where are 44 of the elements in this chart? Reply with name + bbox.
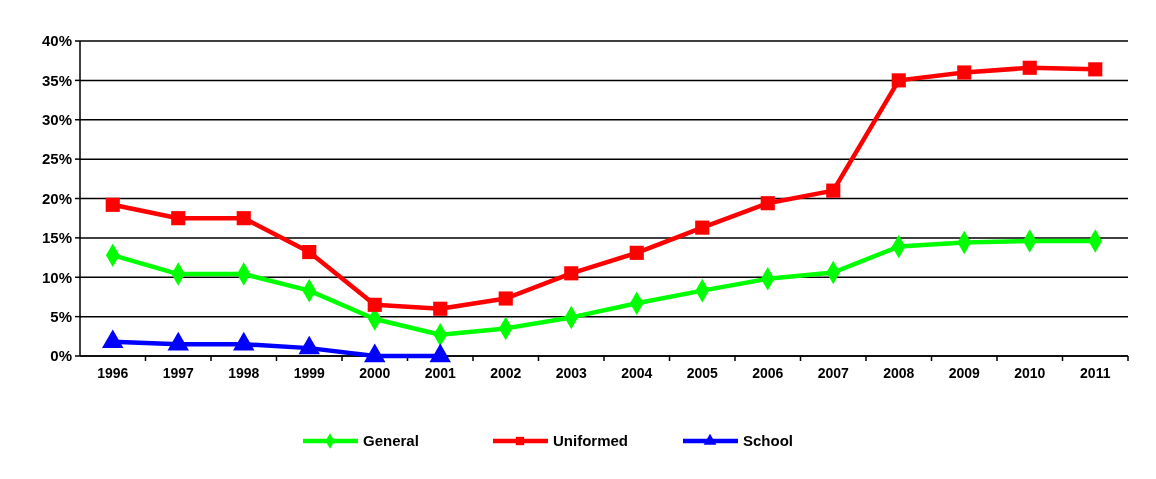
x-tick-label: 2009 [948, 365, 981, 381]
legend-label: General [363, 432, 419, 450]
point [695, 220, 710, 235]
y-tick-label: 30% [41, 111, 72, 128]
x-tick-label: 2005 [686, 365, 719, 381]
y-tick-label: 35% [41, 71, 72, 89]
point [302, 244, 317, 260]
y-tick-label: 40% [41, 32, 72, 50]
x-tick-label: 2002 [490, 365, 522, 381]
point [433, 301, 448, 316]
x-tick-label: 2008 [883, 365, 915, 381]
x-tick-label: 1997 [162, 365, 195, 381]
x-tick-label: 1996 [97, 365, 129, 381]
x-tick-label: 1998 [228, 365, 260, 381]
point [498, 291, 513, 306]
point [236, 211, 251, 226]
point [760, 196, 775, 211]
point [1088, 62, 1103, 77]
x-tick-label: 2001 [424, 365, 457, 381]
y-tick-label: 10% [41, 268, 72, 286]
point [1022, 60, 1037, 75]
x-tick-label: 2007 [817, 365, 850, 381]
y-tick-label: 15% [41, 229, 72, 247]
legend-label: Uniformed [553, 432, 628, 450]
y-tick-label: 5% [50, 307, 72, 325]
point [957, 65, 972, 80]
legend-label: School [743, 432, 794, 450]
x-tick-label: 2000 [359, 365, 391, 381]
y-tick-label: 20% [41, 189, 72, 207]
point [367, 297, 382, 312]
point [826, 183, 841, 198]
x-tick-label: 2004 [621, 365, 653, 381]
x-tick-label: 1999 [293, 365, 326, 381]
x-tick-label: 2003 [555, 365, 588, 381]
point [564, 266, 579, 281]
point [891, 73, 906, 88]
x-tick-label: 2010 [1014, 365, 1046, 381]
point [629, 245, 644, 260]
y-tick-label: 25% [41, 150, 72, 168]
x-tick-label: 2006 [752, 365, 784, 381]
y-tick-label: 0% [50, 347, 72, 365]
point [171, 211, 186, 226]
point [105, 197, 120, 212]
x-tick-label: 2011 [1080, 365, 1111, 381]
